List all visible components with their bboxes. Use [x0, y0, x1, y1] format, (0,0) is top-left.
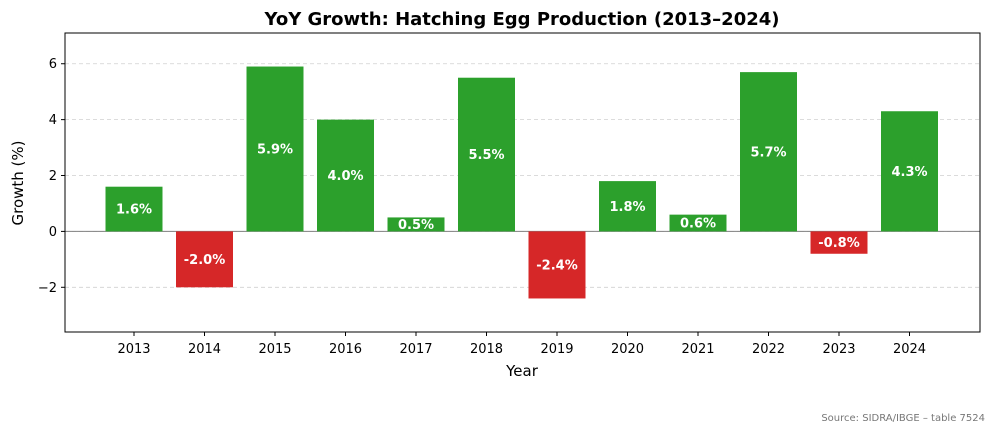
bar [176, 231, 233, 288]
y-tick-label: 0 [49, 225, 57, 240]
bar-value-label: 0.5% [398, 218, 434, 233]
bar-value-label: -0.8% [818, 236, 859, 251]
x-tick-label: 2023 [822, 342, 855, 357]
y-tick-label: 2 [49, 169, 57, 184]
x-axis-ticks: 2013 2014 2015 2016 2017 2018 2019 2020 2021 2022… [117, 332, 926, 357]
bar-value-label: -2.4% [536, 258, 577, 273]
x-axis-label: Year [505, 362, 539, 380]
bar [317, 119, 374, 232]
x-tick-label: 2014 [188, 342, 221, 357]
bar [387, 217, 445, 232]
x-tick-label: 2015 [258, 342, 291, 357]
bar-value-label: 5.7% [750, 145, 786, 160]
x-tick-label: 2020 [611, 342, 644, 357]
bar-value-label: 1.6% [116, 203, 152, 218]
bar-value-label: -2.0% [184, 253, 225, 268]
x-tick-label: 2024 [893, 342, 926, 357]
bar [599, 181, 656, 232]
bar [881, 111, 938, 232]
bar [458, 77, 515, 232]
y-tick-label: 4 [49, 113, 57, 128]
y-axis-ticks: −2 0 2 4 6 [38, 57, 65, 296]
y-tick-label: −2 [38, 281, 57, 296]
x-tick-label: 2017 [399, 342, 432, 357]
x-tick-label: 2013 [117, 342, 150, 357]
x-tick-label: 2019 [540, 342, 573, 357]
source-note: Source: SIDRA/IBGE – table 7524 [821, 413, 985, 424]
bar [740, 72, 797, 232]
bar [105, 186, 163, 232]
bar [246, 66, 304, 232]
bar [669, 214, 727, 232]
x-tick-label: 2022 [752, 342, 785, 357]
y-axis-label: Growth (%) [9, 140, 27, 225]
x-tick-label: 2018 [470, 342, 503, 357]
bar-value-label: 0.6% [680, 217, 716, 232]
bar-value-label: 1.8% [609, 200, 645, 215]
chart-title: YoY Growth: Hatching Egg Production (201… [263, 9, 779, 30]
bar-value-label: 5.5% [468, 148, 504, 163]
x-tick-label: 2016 [329, 342, 362, 357]
bar-value-labels: 1.6% -2.0% 5.9% 4.0% 0.5% 5.5% -2.4% 1.8% 0.6% 5.… [116, 142, 928, 273]
bars [105, 66, 938, 299]
x-tick-label: 2021 [681, 342, 714, 357]
bar [528, 231, 586, 299]
bar-value-label: 4.0% [327, 169, 363, 184]
bar-value-label: 5.9% [257, 142, 293, 157]
y-tick-label: 6 [49, 57, 57, 72]
bar [810, 231, 868, 254]
plot-frame [64, 32, 981, 333]
bar-value-label: 4.3% [891, 165, 927, 180]
